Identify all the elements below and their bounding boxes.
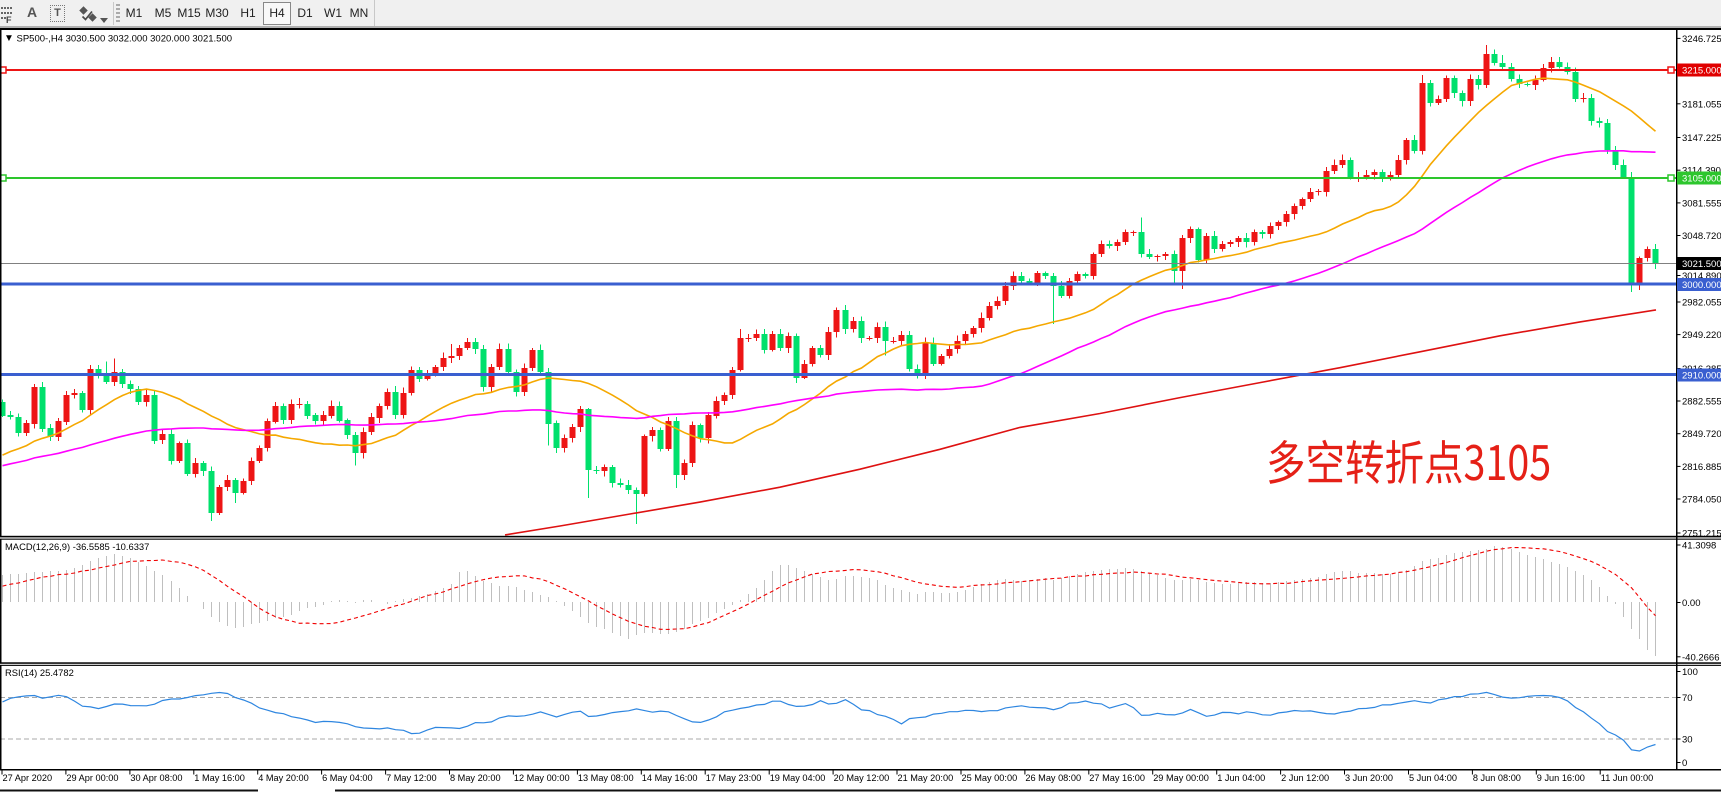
svg-text:1 May 16:00: 1 May 16:00 bbox=[194, 773, 245, 783]
svg-text:19 May 04:00: 19 May 04:00 bbox=[770, 773, 826, 783]
svg-text:2949.220: 2949.220 bbox=[1682, 330, 1721, 341]
svg-text:3246.725: 3246.725 bbox=[1682, 34, 1721, 45]
svg-text:12 May 00:00: 12 May 00:00 bbox=[514, 773, 570, 783]
svg-text:20 May 12:00: 20 May 12:00 bbox=[834, 773, 890, 783]
svg-text:3215.000: 3215.000 bbox=[1682, 66, 1721, 77]
svg-text:7 May 12:00: 7 May 12:00 bbox=[386, 773, 437, 783]
svg-text:3021.500: 3021.500 bbox=[1682, 259, 1721, 270]
svg-text:21 May 20:00: 21 May 20:00 bbox=[898, 773, 954, 783]
svg-text:4 May 20:00: 4 May 20:00 bbox=[258, 773, 309, 783]
svg-text:3 Jun 20:00: 3 Jun 20:00 bbox=[1345, 773, 1393, 783]
svg-text:9 Jun 16:00: 9 Jun 16:00 bbox=[1537, 773, 1585, 783]
svg-text:-40.2666: -40.2666 bbox=[1682, 652, 1720, 663]
svg-text:25 May 00:00: 25 May 00:00 bbox=[962, 773, 1018, 783]
svg-text:3147.225: 3147.225 bbox=[1682, 133, 1721, 144]
svg-text:2910.000: 2910.000 bbox=[1682, 371, 1721, 382]
svg-text:2 Jun 12:00: 2 Jun 12:00 bbox=[1281, 773, 1329, 783]
svg-text:3081.555: 3081.555 bbox=[1682, 198, 1721, 209]
svg-text:14 May 16:00: 14 May 16:00 bbox=[642, 773, 698, 783]
svg-text:SP500-,H4 3030.500 3032.000 3: SP500-,H4 3030.500 3032.000 3020.000 302… bbox=[17, 34, 233, 45]
svg-text:5 Jun 04:00: 5 Jun 04:00 bbox=[1409, 773, 1457, 783]
svg-text:F: F bbox=[6, 15, 12, 23]
svg-text:2982.055: 2982.055 bbox=[1682, 298, 1721, 309]
svg-text:3000.000: 3000.000 bbox=[1682, 280, 1721, 291]
svg-text:41.3098: 41.3098 bbox=[1682, 541, 1716, 552]
svg-text:3048.720: 3048.720 bbox=[1682, 231, 1721, 242]
svg-text:1 Jun 04:00: 1 Jun 04:00 bbox=[1217, 773, 1265, 783]
svg-text:11 Jun 00:00: 11 Jun 00:00 bbox=[1601, 773, 1653, 783]
svg-text:0.00: 0.00 bbox=[1682, 598, 1701, 609]
svg-text:2882.555: 2882.555 bbox=[1682, 397, 1721, 408]
svg-text:MACD(12,26,9) -36.5585 -10.633: MACD(12,26,9) -36.5585 -10.6337 bbox=[5, 541, 149, 552]
svg-text:29 Apr 00:00: 29 Apr 00:00 bbox=[66, 773, 118, 783]
svg-text:100: 100 bbox=[1682, 667, 1698, 678]
svg-text:30: 30 bbox=[1682, 735, 1693, 746]
svg-text:8 May 20:00: 8 May 20:00 bbox=[450, 773, 501, 783]
svg-text:RSI(14) 25.4782: RSI(14) 25.4782 bbox=[5, 667, 74, 678]
svg-text:▼: ▼ bbox=[4, 33, 14, 44]
svg-text:3181.055: 3181.055 bbox=[1682, 99, 1721, 110]
svg-text:6 May 04:00: 6 May 04:00 bbox=[322, 773, 373, 783]
svg-text:13 May 08:00: 13 May 08:00 bbox=[578, 773, 634, 783]
svg-text:3014.890: 3014.890 bbox=[1682, 271, 1721, 282]
svg-text:2849.720: 2849.720 bbox=[1682, 429, 1721, 440]
svg-text:70: 70 bbox=[1682, 693, 1693, 704]
svg-text:30 Apr 08:00: 30 Apr 08:00 bbox=[130, 773, 182, 783]
svg-text:2816.885: 2816.885 bbox=[1682, 462, 1721, 473]
svg-text:26 May 08:00: 26 May 08:00 bbox=[1025, 773, 1081, 783]
svg-text:0: 0 bbox=[1682, 758, 1687, 769]
svg-text:27 May 16:00: 27 May 16:00 bbox=[1089, 773, 1145, 783]
svg-text:3114.390: 3114.390 bbox=[1682, 166, 1721, 177]
svg-text:27 Apr 2020: 27 Apr 2020 bbox=[3, 773, 53, 783]
svg-text:8 Jun 08:00: 8 Jun 08:00 bbox=[1473, 773, 1521, 783]
svg-text:3105.000: 3105.000 bbox=[1682, 174, 1721, 185]
svg-text:2751.215: 2751.215 bbox=[1682, 529, 1721, 540]
svg-text:29 May 00:00: 29 May 00:00 bbox=[1153, 773, 1209, 783]
svg-text:17 May 23:00: 17 May 23:00 bbox=[706, 773, 762, 783]
svg-text:2784.050: 2784.050 bbox=[1682, 495, 1721, 506]
